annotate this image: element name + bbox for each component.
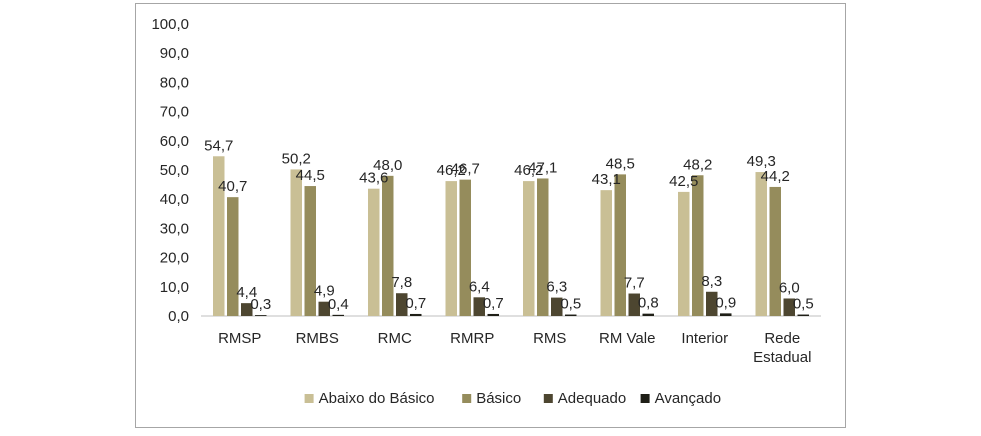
x-tick-label: RMBS: [296, 330, 339, 347]
data-label: 46,7: [451, 161, 480, 178]
data-label: 6,0: [779, 279, 800, 296]
y-tick-label: 70,0: [160, 104, 189, 121]
data-label: 43,1: [592, 171, 621, 188]
bar: [720, 313, 732, 316]
bar: [459, 179, 471, 316]
y-tick-label: 100,0: [151, 16, 189, 33]
legend-label: Avançado: [655, 390, 721, 407]
legend-swatch: [462, 394, 472, 403]
bar: [332, 314, 344, 316]
data-label: 6,4: [469, 278, 490, 295]
legend-swatch: [543, 394, 553, 403]
data-label: 0,7: [405, 295, 426, 312]
bar: [304, 186, 316, 316]
bar: [755, 172, 767, 316]
bar: [692, 175, 704, 316]
bar: [565, 314, 577, 316]
bar: [523, 181, 535, 316]
bar: [241, 303, 253, 316]
legend-label: Adequado: [558, 390, 626, 407]
data-label: 8,3: [701, 273, 722, 290]
bar: [382, 175, 394, 316]
data-label: 44,5: [296, 167, 325, 184]
y-tick-label: 30,0: [160, 220, 189, 237]
y-tick-label: 80,0: [160, 74, 189, 91]
data-label: 0,3: [250, 296, 271, 313]
y-tick-label: 10,0: [160, 279, 189, 296]
y-tick-label: 40,0: [160, 191, 189, 208]
bar: [410, 313, 422, 316]
legend-label: Básico: [476, 390, 521, 407]
bar: [797, 314, 809, 316]
bar: [255, 315, 267, 316]
y-tick-label: 0,0: [168, 308, 189, 325]
chart-frame: 0,0 10,0 20,0 30,0 40,0 50,0 60,0 70,0 80,0 90,0 1…: [135, 3, 846, 428]
data-label: 4,4: [236, 284, 257, 301]
y-tick-label: 90,0: [160, 45, 189, 62]
bar: [551, 297, 563, 316]
bar: [769, 186, 781, 316]
data-label: 7,8: [391, 274, 412, 291]
bar: [628, 293, 640, 316]
data-label: 40,7: [218, 178, 247, 195]
data-label: 50,2: [282, 150, 311, 167]
data-label: 48,2: [683, 156, 712, 173]
bar: [445, 181, 457, 316]
bar: [318, 301, 330, 316]
x-tick-label: Rede Estadual: [753, 330, 811, 366]
y-tick-label: 20,0: [160, 250, 189, 267]
data-label: 0,9: [715, 294, 736, 311]
bar: [213, 156, 225, 316]
bar: [783, 298, 795, 316]
bar: [290, 169, 302, 316]
y-tick-label: 50,0: [160, 162, 189, 179]
x-tick-label: RMC: [378, 330, 412, 347]
data-label: 4,9: [314, 283, 335, 300]
data-label: 46,2: [514, 162, 543, 179]
legend-swatch: [304, 394, 314, 403]
bar: [706, 291, 718, 316]
bar: [487, 313, 499, 316]
x-tick-label: RMS: [533, 330, 566, 347]
data-label: 49,3: [747, 153, 776, 170]
bar: [396, 293, 408, 316]
data-label: 54,7: [204, 137, 233, 154]
bar: [678, 191, 690, 316]
bar: [642, 313, 654, 316]
bar: [600, 190, 612, 316]
data-label: 47,1: [528, 159, 557, 176]
x-tick-label: RMSP: [218, 330, 261, 347]
legend-swatch: [640, 394, 650, 403]
bar: [473, 297, 485, 316]
bar-chart: 0,0 10,0 20,0 30,0 40,0 50,0 60,0 70,0 80,0 90,0 1…: [151, 16, 821, 407]
bar: [227, 197, 239, 316]
data-label: 0,4: [328, 296, 349, 313]
data-label: 46,2: [437, 162, 466, 179]
y-tick-label: 60,0: [160, 133, 189, 150]
data-label: 6,3: [546, 279, 567, 296]
data-label: 7,7: [624, 275, 645, 292]
data-label: 48,5: [606, 155, 635, 172]
legend-label: Abaixo do Básico: [319, 390, 435, 407]
data-label: 44,2: [761, 168, 790, 185]
bar: [368, 188, 380, 316]
data-label: 0,8: [638, 295, 659, 312]
data-label: 0,5: [560, 296, 581, 313]
data-label: 48,0: [373, 157, 402, 174]
x-tick-label: RM Vale: [599, 330, 655, 347]
data-label: 43,6: [359, 170, 388, 187]
x-tick-label: Interior: [681, 330, 728, 347]
data-label: 42,5: [669, 173, 698, 190]
data-label: 0,7: [483, 295, 504, 312]
bar: [537, 178, 549, 316]
bar: [614, 174, 626, 316]
x-tick-label: RMRP: [450, 330, 494, 347]
data-label: 0,5: [793, 296, 814, 313]
